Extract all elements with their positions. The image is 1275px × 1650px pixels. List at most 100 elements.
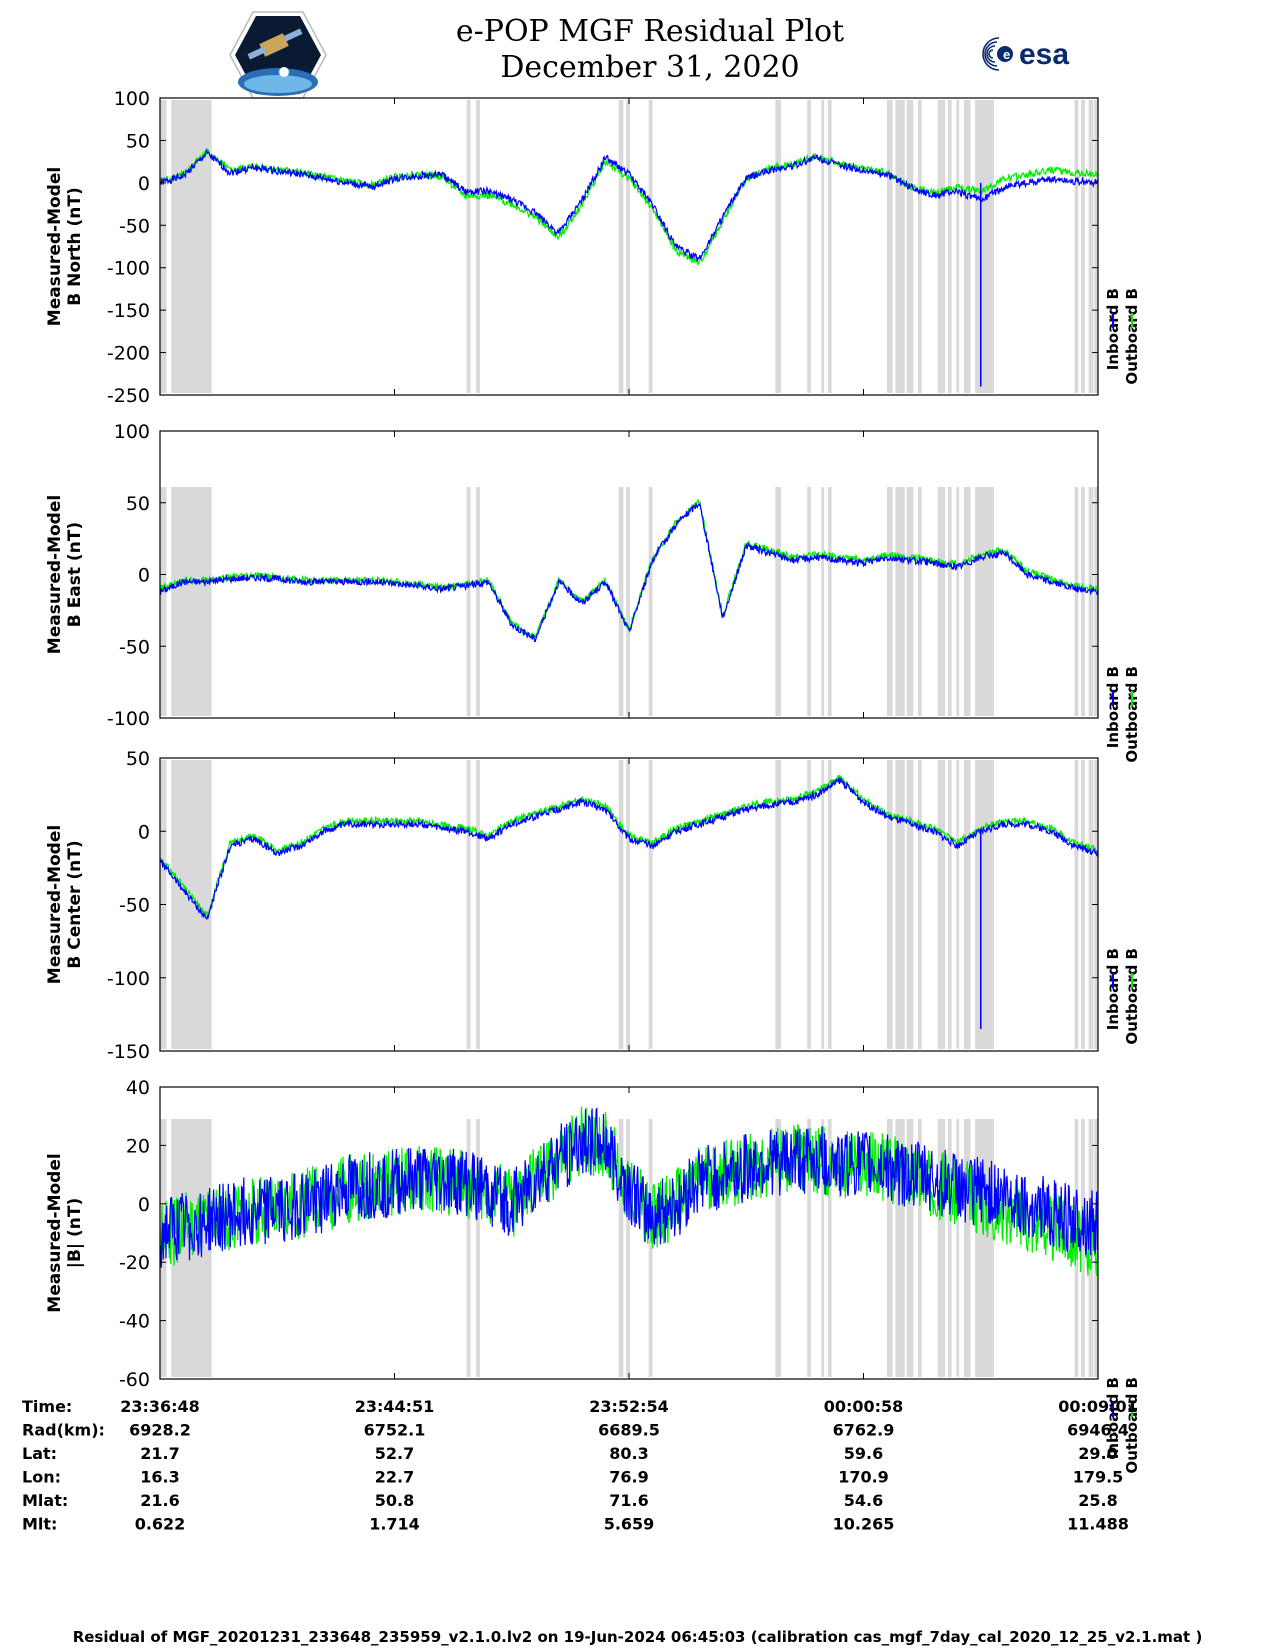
y-axis-label-1: Measured-ModelB East (nT): [45, 495, 85, 654]
chart-title-block: e-POP MGF Residual Plot December 31, 202…: [380, 14, 920, 86]
gap-shading-1-5: [626, 487, 630, 716]
legend-inboard-label-1: Inboard B: [1104, 666, 1122, 748]
gap-shading-3-11: [886, 1119, 893, 1377]
y-tick-label-1-3: -50: [119, 636, 150, 658]
y-tick-label-3-1: 20: [126, 1135, 150, 1157]
gap-shading-3-14: [917, 1119, 922, 1377]
gap-shading-1-19: [975, 487, 994, 716]
gap-shading-0-17: [956, 100, 960, 393]
gap-shading-2-17: [956, 760, 960, 1049]
ephemeris-value-3-3: 170.9: [838, 1468, 889, 1487]
gap-shading-0-22: [1088, 100, 1094, 393]
chart-title: e-POP MGF Residual Plot: [455, 14, 845, 49]
y-tick-label-0-3: -50: [119, 215, 150, 237]
gap-shading-1-18: [963, 487, 971, 716]
gap-shading-0-18: [963, 100, 971, 393]
y-axis-label-line-2-0: Measured-Model: [45, 825, 65, 984]
cassiope-logo: [229, 11, 327, 99]
y-axis-label-line-0-0: Measured-Model: [45, 167, 65, 326]
gap-shading-1-11: [886, 487, 893, 716]
y-tick-label-3-3: -20: [119, 1252, 150, 1274]
gap-shading-2-20: [1074, 760, 1079, 1049]
ephemeris-value-2-5: 5.659: [604, 1515, 655, 1534]
ephemeris-value-0-3: 16.3: [140, 1468, 179, 1487]
gap-shading-0-1: [171, 100, 212, 393]
ephemeris-value-2-1: 6689.5: [598, 1421, 660, 1440]
gap-shading-2-14: [917, 760, 922, 1049]
gap-shading-3-13: [906, 1119, 914, 1377]
gap-shading-2-6: [648, 760, 653, 1049]
ephemeris-value-1-1: 6752.1: [364, 1421, 426, 1440]
y-axis-label-line-3-1: |B| (nT): [65, 1198, 85, 1269]
gap-shading-2-5: [626, 760, 630, 1049]
y-axis-label-line-0-1: B North (nT): [65, 187, 85, 306]
y-tick-label-0-2: 0: [138, 173, 150, 195]
gap-shading-0-19: [975, 100, 994, 393]
gap-shading-0-5: [626, 100, 630, 393]
gap-shading-1-15: [937, 487, 946, 716]
y-tick-label-0-4: -100: [107, 258, 150, 280]
gap-shading-3-17: [956, 1119, 960, 1377]
gap-shading-2-10: [827, 760, 832, 1049]
gap-shading-3-3: [476, 1119, 480, 1377]
legend-inboard-label-3: Inboard B: [1104, 1377, 1122, 1459]
gap-shading-1-23: [1094, 487, 1098, 716]
legend-outboard-label-0: Outboard B: [1123, 288, 1141, 385]
y-tick-label-3-2: 0: [138, 1194, 150, 1216]
y-tick-label-2-1: 0: [138, 821, 150, 843]
y-tick-label-3-4: -40: [119, 1311, 150, 1333]
gap-shading-0-20: [1074, 100, 1079, 393]
ephemeris-value-3-5: 10.265: [833, 1515, 895, 1534]
gap-shading-2-21: [1081, 760, 1085, 1049]
ephemeris-value-1-3: 22.7: [375, 1468, 414, 1487]
series-line-0-outboard-b: [159, 148, 1099, 266]
ephemeris-value-0-1: 6928.2: [129, 1421, 191, 1440]
gap-shading-2-7: [775, 760, 781, 1049]
y-axis-label-line-1-0: Measured-Model: [45, 495, 65, 654]
ephemeris-value-2-4: 71.6: [609, 1491, 648, 1510]
gap-shading-2-18: [963, 760, 971, 1049]
y-tick-label-2-4: -150: [107, 1041, 150, 1063]
y-tick-label-0-5: -150: [107, 300, 150, 322]
gap-shading-3-12: [895, 1119, 905, 1377]
ephemeris-value-0-5: 0.622: [135, 1515, 186, 1534]
ephemeris-value-0-2: 21.7: [140, 1444, 179, 1463]
ephemeris-value-4-5: 11.488: [1067, 1515, 1129, 1534]
ephemeris-value-2-0: 23:52:54: [589, 1397, 669, 1416]
series-line-1-inboard-b: [159, 501, 1099, 643]
gap-shading-3-5: [626, 1119, 630, 1377]
gap-shading-3-10: [827, 1119, 832, 1377]
gap-shading-1-2: [466, 487, 471, 716]
y-tick-label-2-3: -100: [107, 968, 150, 990]
gap-shading-1-16: [947, 487, 952, 716]
gap-shading-1-8: [807, 487, 811, 716]
y-tick-label-2-0: 50: [126, 748, 150, 770]
gap-shading-1-7: [775, 487, 781, 716]
legend-outboard-label-1: Outboard B: [1123, 666, 1141, 763]
gap-shading-0-21: [1081, 100, 1085, 393]
gap-shading-1-17: [956, 487, 960, 716]
gap-shading-2-9: [821, 760, 825, 1049]
gap-shading-1-3: [476, 487, 480, 716]
gap-shading-0-8: [807, 100, 811, 393]
gap-shading-0-12: [895, 100, 905, 393]
ephemeris-row-label-2: Lat:: [22, 1444, 57, 1463]
y-axis-label-line-2-1: B Center (nT): [65, 840, 85, 968]
y-tick-label-0-0: 100: [114, 88, 150, 110]
y-tick-label-0-7: -250: [107, 385, 150, 407]
gap-shading-1-6: [648, 487, 653, 716]
gap-shading-1-10: [827, 487, 832, 716]
gap-shading-1-14: [917, 487, 922, 716]
gap-shading-0-13: [906, 100, 914, 393]
ephemeris-value-1-0: 23:44:51: [355, 1397, 435, 1416]
footer-caption: Residual of MGF_20201231_233648_235959_v…: [72, 1628, 1203, 1646]
series-line-3-inboard-b: [159, 1107, 1099, 1268]
gap-shading-0-0: [160, 100, 167, 393]
ephemeris-value-3-1: 6762.9: [833, 1421, 895, 1440]
gap-shading-1-12: [895, 487, 905, 716]
gap-shading-3-2: [466, 1119, 471, 1377]
gap-shading-0-3: [476, 100, 480, 393]
ephemeris-row-label-3: Lon:: [22, 1468, 61, 1487]
ephemeris-value-4-1: 6946.4: [1067, 1421, 1129, 1440]
